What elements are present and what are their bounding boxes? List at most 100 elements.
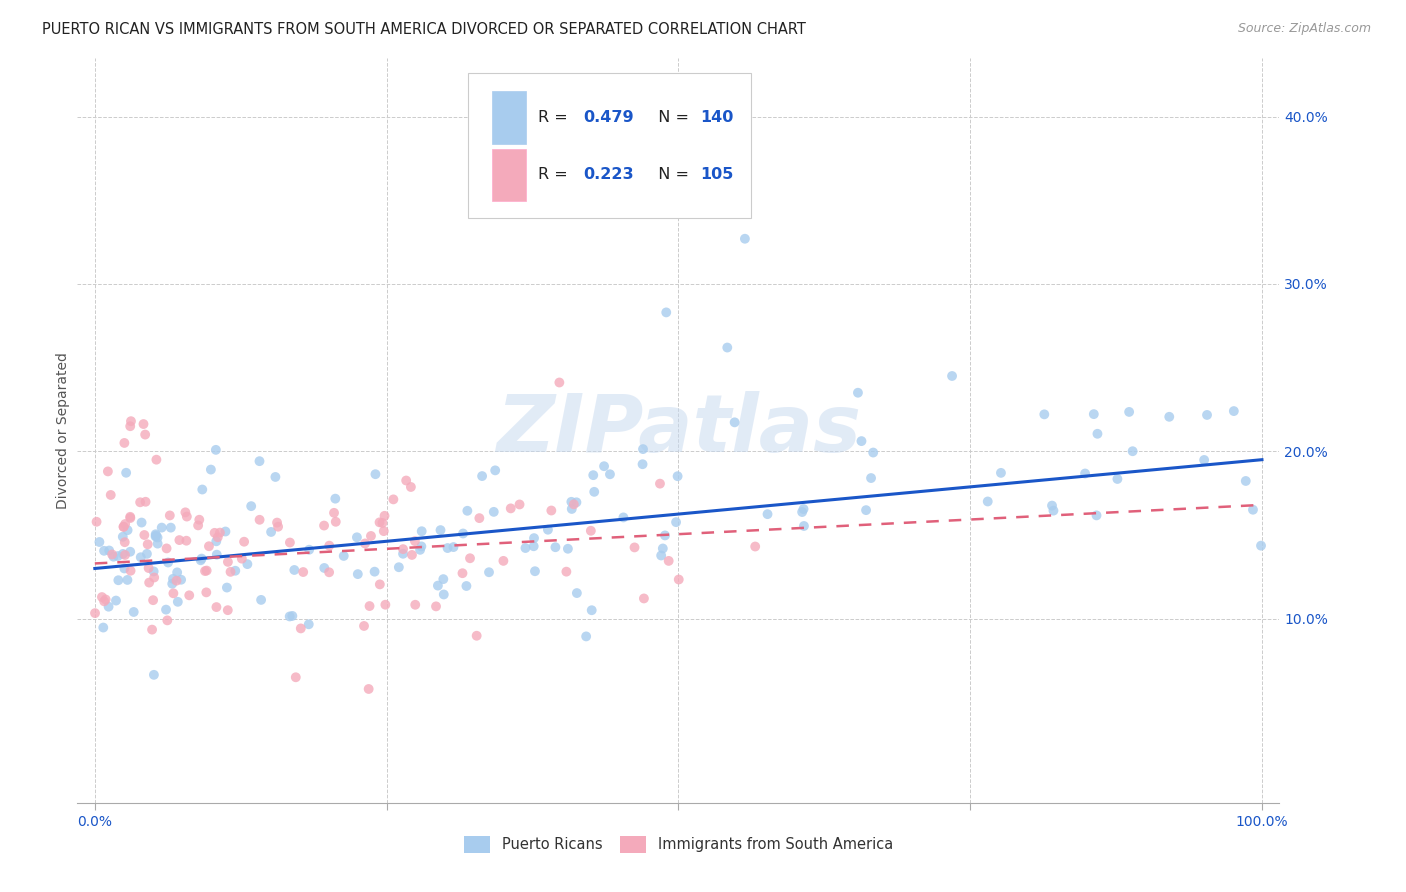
Point (1241, 502, 1264, 516)
Point (756, 507, 779, 521)
Text: R =: R = (537, 110, 572, 125)
Point (266, 516, 288, 530)
Point (120, 419, 142, 434)
Point (112, 520, 135, 534)
Point (205, 534, 228, 549)
Point (583, 484, 606, 499)
Point (1159, 409, 1181, 424)
Point (101, 548, 124, 562)
Point (138, 575, 160, 590)
Point (292, 565, 315, 579)
Point (169, 533, 191, 547)
Text: PUERTO RICAN VS IMMIGRANTS FROM SOUTH AMERICA DIVORCED OR SEPARATED CORRELATION : PUERTO RICAN VS IMMIGRANTS FROM SOUTH AM… (42, 22, 806, 37)
Point (374, 598, 396, 612)
Point (318, 539, 340, 553)
Point (217, 555, 239, 569)
Point (395, 474, 418, 488)
Point (120, 509, 142, 524)
Point (1033, 408, 1056, 422)
Point (388, 560, 411, 574)
Point (150, 520, 173, 534)
Point (1074, 467, 1097, 481)
Point (436, 541, 458, 555)
Point (1083, 407, 1105, 421)
Point (208, 525, 231, 540)
Point (655, 305, 678, 319)
Point (298, 617, 321, 632)
Point (560, 495, 582, 509)
Point (93, 543, 115, 558)
Point (458, 551, 481, 566)
Point (283, 563, 305, 577)
Point (205, 548, 228, 562)
Point (862, 445, 884, 459)
Point (112, 436, 135, 450)
Point (332, 549, 354, 563)
Point (100, 488, 122, 502)
Point (433, 587, 456, 601)
Point (977, 494, 1000, 508)
Point (143, 570, 166, 584)
Point (142, 593, 165, 607)
Point (314, 561, 336, 575)
Point (631, 457, 654, 471)
Point (492, 554, 515, 568)
Point (166, 595, 188, 609)
Point (141, 623, 163, 637)
Point (399, 480, 422, 494)
Point (325, 515, 347, 529)
Text: N =: N = (648, 168, 695, 183)
Point (1087, 426, 1109, 441)
Point (392, 542, 415, 557)
Point (93, 594, 115, 608)
Point (215, 581, 238, 595)
Point (990, 466, 1012, 480)
Point (651, 541, 673, 556)
Point (465, 629, 488, 643)
Point (145, 529, 167, 543)
Point (318, 566, 340, 580)
Point (1118, 405, 1140, 419)
Point (98, 543, 121, 558)
Point (555, 565, 578, 579)
Point (373, 524, 395, 538)
Point (734, 232, 756, 246)
Text: 0.479: 0.479 (583, 110, 634, 125)
Point (562, 497, 585, 511)
Point (368, 516, 391, 530)
Point (205, 442, 228, 457)
Point (404, 534, 426, 549)
Point (207, 530, 229, 544)
Point (187, 518, 209, 533)
Point (146, 536, 169, 550)
Point (456, 504, 478, 518)
Point (205, 600, 228, 615)
Point (1234, 474, 1257, 488)
Point (122, 605, 145, 619)
Point (368, 577, 391, 591)
Point (468, 511, 491, 525)
Point (134, 528, 156, 542)
Point (190, 551, 212, 566)
Point (267, 519, 290, 533)
Text: N =: N = (648, 110, 695, 125)
Point (499, 501, 522, 516)
Point (204, 525, 226, 540)
Point (129, 550, 152, 565)
Point (132, 417, 155, 431)
Point (793, 502, 815, 516)
Point (1223, 404, 1246, 418)
Point (166, 566, 188, 580)
Y-axis label: Divorced or Separated: Divorced or Separated (56, 352, 70, 508)
Point (200, 462, 222, 476)
Point (135, 547, 157, 561)
Point (249, 513, 271, 527)
Point (97, 464, 120, 478)
Point (793, 519, 815, 533)
Point (581, 603, 603, 617)
Point (451, 566, 474, 581)
Point (456, 579, 478, 593)
Point (114, 548, 136, 562)
Point (1085, 508, 1108, 523)
Point (346, 530, 368, 544)
